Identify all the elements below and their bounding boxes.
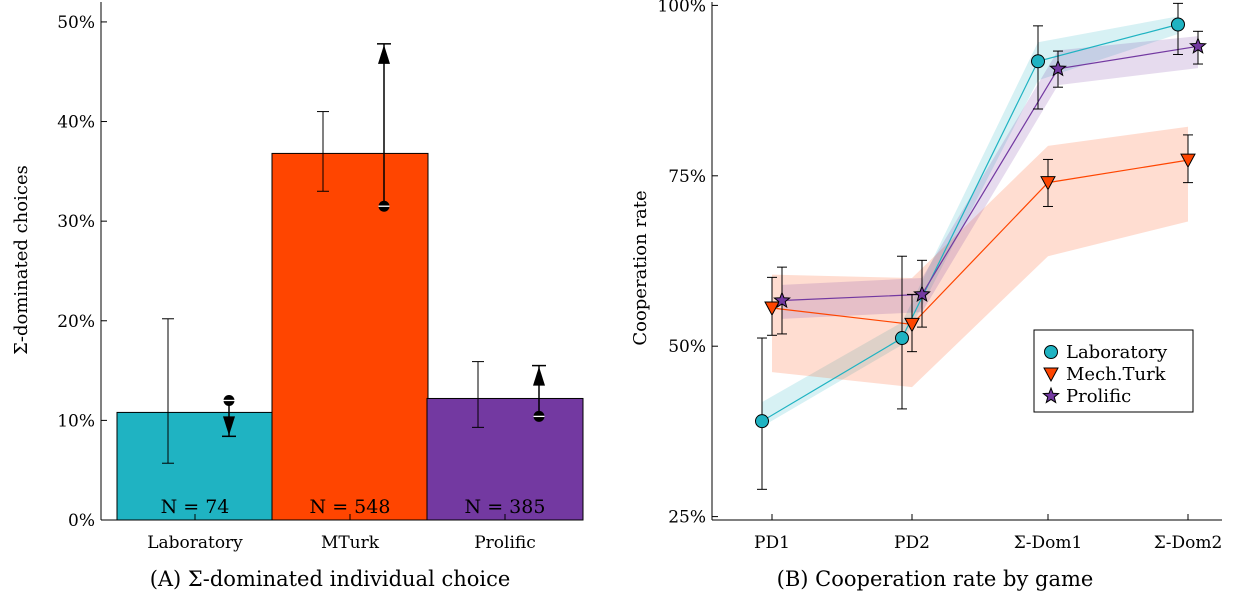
n-label: N = 385 (465, 496, 546, 518)
band-prolific (782, 36, 1198, 319)
bar-mturk (271, 152, 429, 521)
x-tick-label: Prolific (474, 533, 536, 553)
point-mechturk (764, 301, 780, 317)
panel-a-bar-chart: 0% 10% 20% 30% 40% 50% N = 74 N = 548 N = 385 L… (11, 2, 584, 591)
y-tick-label: 20% (57, 312, 95, 332)
legend-entry: Laboratory (1066, 342, 1168, 363)
point-laboratory (755, 414, 769, 429)
band-mechturk (772, 126, 1188, 388)
y-tick-label: 40% (57, 113, 95, 133)
y-tick-label: 0% (68, 511, 95, 531)
x-tick-label: Laboratory (147, 533, 243, 553)
panel-b-ylabel: Cooperation rate (630, 190, 651, 345)
y-tick-label: 75% (668, 167, 706, 187)
point-mechturk (1040, 176, 1056, 191)
line-mechturk (771, 159, 1189, 326)
panel-a-ylabel: Σ-dominated choices (11, 165, 32, 355)
band-laboratory (762, 16, 1178, 427)
point-laboratory (1171, 17, 1185, 32)
n-label: N = 74 (161, 496, 230, 518)
n-label: N = 548 (310, 496, 391, 518)
x-tick-label: Σ-Dom2 (1154, 533, 1223, 553)
line-prolific (781, 45, 1199, 302)
panel-b-caption: (B) Cooperation rate by game (777, 567, 1094, 591)
arrow-head (378, 44, 390, 64)
y-tick-label: 10% (57, 411, 95, 431)
y-tick-label: 50% (668, 337, 706, 357)
y-tick-label: 100% (657, 0, 706, 16)
y-tick-label: 25% (668, 508, 706, 528)
y-tick-label: 50% (57, 13, 95, 33)
arrow-head (533, 366, 545, 386)
x-tick-label: PD1 (754, 533, 790, 553)
y-tick-label: 30% (57, 212, 95, 232)
panel-a-caption: (A) Σ-dominated individual choice (150, 567, 511, 591)
legend-box (1033, 329, 1194, 413)
point-laboratory (1031, 54, 1045, 69)
panel-b-line-chart: 25% 50% 75% 100% PD1 PD2 Σ-Dom1 Σ-Dom2 Coopera… (630, 0, 1222, 591)
point-mechturk (1180, 153, 1196, 169)
legend-marker (1044, 345, 1058, 359)
point-laboratory (895, 331, 909, 346)
legend-marker (1042, 386, 1060, 404)
arrow-head (223, 416, 235, 436)
point-prolific (1049, 59, 1067, 77)
point-mechturk (904, 317, 920, 333)
point-prolific (1189, 36, 1207, 54)
point-prolific (773, 291, 791, 309)
x-tick-label: PD2 (894, 533, 930, 553)
legend-entry: Mech.Turk (1066, 364, 1167, 385)
legend-marker (1043, 367, 1059, 383)
bar-prolific (426, 397, 584, 521)
line-laboratory (761, 23, 1179, 422)
legend-entry: Prolific (1066, 386, 1131, 407)
point-prolific (913, 284, 931, 303)
x-tick-label: Σ-Dom1 (1014, 533, 1083, 553)
x-tick-label: MTurk (321, 533, 380, 553)
